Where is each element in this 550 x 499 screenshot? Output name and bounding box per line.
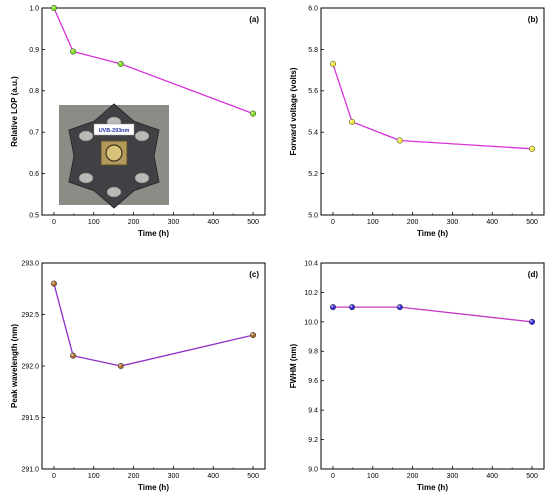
x-tick-label: 400 [207, 219, 219, 226]
solder-pad [134, 172, 150, 184]
y-tick-label: 10.0 [304, 319, 318, 326]
data-point-highlight [397, 304, 403, 310]
data-point-highlight [397, 137, 403, 144]
series-line [53, 7, 254, 115]
y-tick-label: 0.5 [29, 212, 39, 219]
x-tick-label: 0 [52, 219, 56, 226]
y-tick-label: 5.8 [308, 47, 318, 54]
x-tick-label: 100 [367, 219, 379, 226]
data-point-highlight [349, 119, 355, 125]
y-tick-label: 293.0 [21, 260, 39, 267]
x-tick-label: 100 [88, 219, 100, 226]
y-tick-label: 0.7 [29, 130, 39, 137]
x-tick-label: 100 [88, 473, 100, 480]
plot-frame [320, 262, 545, 470]
x-tick-label: 200 [407, 473, 419, 480]
x-tick-label: 500 [247, 219, 259, 226]
data-point-highlight [250, 332, 256, 338]
chart-panel-2: 0 100 200 300 400 500 5.0 5.2 5.4 5.6 5.8 6.0 Time (… [289, 5, 545, 238]
y-tick-label: 9.2 [308, 437, 318, 444]
data-point-highlight [118, 363, 124, 369]
solder-pad [134, 130, 150, 142]
x-tick-label: 300 [168, 219, 180, 226]
y-tick-label: 5.2 [308, 171, 318, 178]
inset-label-box [93, 123, 135, 136]
data-point-highlight [118, 61, 124, 67]
y-tick-label: 5.6 [308, 88, 318, 95]
x-tick-label: 500 [526, 473, 538, 480]
solder-pad [106, 186, 122, 198]
y-tick-label: 9.4 [308, 408, 318, 415]
panel-label: (d) [528, 270, 539, 279]
x-tick-label: 400 [486, 473, 498, 480]
y-tick-label: 0.8 [29, 88, 39, 95]
chart-panel-3: 0 100 200 300 400 500 291.0 291.5 292.0 292.5 293.… [10, 260, 266, 492]
x-tick-label: 300 [447, 473, 459, 480]
x-axis-label: Time (h) [138, 229, 169, 238]
x-tick-label: 500 [247, 473, 259, 480]
x-tick-label: 0 [331, 219, 335, 226]
y-tick-label: 9.0 [308, 466, 318, 473]
data-point-highlight [330, 304, 336, 310]
y-tick-label: 291.5 [21, 415, 39, 422]
y-tick-label: 1.0 [29, 5, 39, 12]
chart-panel-4: 0 100 200 300 400 500 9.0 9.2 9.4 9.6 9.8 10.0 10.2 1… [289, 260, 545, 492]
y-tick-label: 10.2 [304, 290, 318, 297]
inset-led-photo: UVB-293nm [59, 103, 169, 209]
y-tick-label: 5.0 [308, 212, 318, 219]
y-tick-label: 0.9 [29, 47, 39, 54]
x-axis-label: Time (h) [417, 229, 448, 238]
data-point-highlight [330, 61, 336, 67]
led-lens [105, 144, 123, 162]
y-tick-label: 0.6 [29, 171, 39, 178]
x-tick-label: 200 [128, 473, 140, 480]
series-line [332, 306, 533, 323]
x-tick-label: 200 [128, 219, 140, 226]
panel-label: (b) [528, 15, 539, 24]
y-tick-label: 9.8 [308, 349, 318, 356]
x-tick-label: 500 [526, 219, 538, 226]
x-axis-label: Time (h) [417, 483, 448, 492]
x-tick-label: 0 [52, 473, 56, 480]
y-axis-label: FWHM (nm) [289, 343, 298, 388]
data-point-highlight [250, 110, 256, 117]
y-tick-label: 291.0 [21, 466, 39, 473]
y-tick-label: 6.0 [308, 5, 318, 12]
plot-frame [320, 7, 545, 216]
y-axis-label: Relative LOP (a.u.) [10, 76, 19, 147]
y-tick-label: 292.0 [21, 363, 39, 370]
x-tick-label: 300 [168, 473, 180, 480]
data-point-highlight [51, 280, 57, 287]
y-tick-label: 10.4 [304, 260, 318, 267]
panel-label: (a) [249, 15, 259, 24]
x-tick-label: 400 [486, 219, 498, 226]
inset-label: UVB-293nm [99, 128, 130, 134]
data-point-highlight [51, 5, 57, 11]
x-tick-label: 300 [447, 219, 459, 226]
x-tick-label: 400 [207, 473, 219, 480]
data-point-highlight [349, 304, 355, 310]
series-line [332, 63, 533, 150]
x-tick-label: 100 [367, 473, 379, 480]
series-line [53, 283, 254, 367]
chart-panel-1: 0 100 200 300 400 500 0.5 0.6 0.7 0.8 0.9 1.0 Time (… [10, 4, 266, 238]
solder-pad [78, 172, 94, 184]
panel-label: (c) [249, 270, 259, 279]
x-tick-label: 0 [331, 473, 335, 480]
y-tick-label: 292.5 [21, 312, 39, 319]
x-tick-label: 200 [407, 219, 419, 226]
data-point-highlight [70, 48, 76, 55]
y-axis-label: Peak wavelength (nm) [10, 324, 19, 408]
data-point-highlight [529, 319, 535, 325]
plot-frame [41, 262, 266, 470]
data-point-highlight [529, 145, 535, 152]
solder-pad [78, 130, 94, 142]
x-axis-label: Time (h) [138, 483, 169, 492]
y-tick-label: 5.4 [308, 130, 318, 137]
data-point-highlight [70, 352, 76, 359]
y-tick-label: 9.6 [308, 378, 318, 385]
y-axis-label: Forward voltage (volts) [289, 67, 298, 155]
